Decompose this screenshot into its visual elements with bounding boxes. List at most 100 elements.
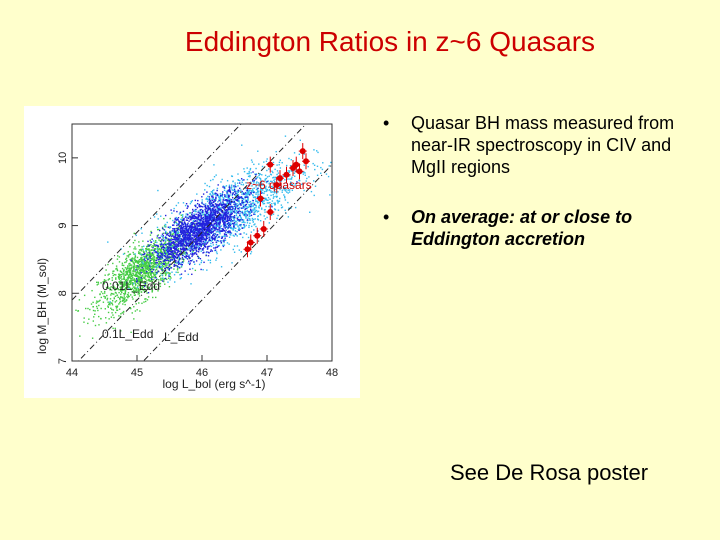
sample-point: [197, 234, 200, 236]
sample-point: [179, 231, 182, 233]
sample-point: [207, 240, 210, 243]
sample-point: [175, 238, 177, 240]
sample-point: [193, 245, 195, 247]
sample-point: [161, 227, 164, 230]
sample-point: [237, 225, 239, 228]
sample-point: [230, 226, 232, 228]
sample-point: [150, 259, 152, 262]
sample-point: [180, 226, 182, 228]
sample-point: [186, 217, 188, 219]
sample-point: [314, 185, 317, 187]
sample-point: [144, 261, 146, 264]
sample-point: [175, 219, 178, 221]
sample-point: [127, 266, 129, 268]
sample-point: [229, 200, 232, 203]
sample-point: [120, 287, 123, 289]
sample-point: [224, 213, 226, 215]
sample-point: [216, 252, 218, 255]
sample-point: [221, 205, 224, 207]
sample-point: [276, 217, 278, 220]
sample-point: [210, 245, 213, 248]
sample-point: [170, 244, 172, 246]
sample-point: [123, 270, 125, 273]
sample-point: [148, 276, 150, 279]
sample-point: [89, 308, 91, 311]
sample-point: [209, 231, 212, 234]
sample-point: [246, 222, 249, 224]
sample-point: [236, 205, 238, 207]
sample-point: [190, 231, 193, 233]
sample-point: [209, 259, 212, 262]
sample-point: [172, 219, 174, 222]
sample-point: [169, 260, 171, 262]
sample-point: [121, 312, 124, 314]
sample-point: [192, 242, 194, 245]
sample-point: [195, 260, 198, 262]
sample-point: [129, 288, 132, 290]
sample-point: [126, 259, 128, 262]
sample-point: [212, 209, 214, 212]
sample-point: [200, 233, 203, 235]
sample-point: [151, 258, 154, 261]
sample-point: [172, 252, 174, 255]
sample-point: [152, 276, 154, 278]
sample-point: [173, 274, 176, 276]
sample-point: [169, 226, 171, 228]
sample-point: [234, 195, 237, 197]
sample-point: [191, 255, 193, 258]
sample-point: [157, 256, 159, 258]
sample-point: [144, 284, 146, 287]
sample-point: [193, 229, 195, 231]
sample-point: [281, 191, 283, 193]
sample-point: [226, 215, 228, 217]
sample-point: [221, 236, 224, 238]
sample-point: [177, 267, 179, 270]
sample-point: [166, 249, 168, 252]
sample-point: [281, 206, 284, 208]
sample-point: [111, 312, 113, 314]
sample-point: [252, 202, 255, 204]
sample-point: [281, 162, 283, 164]
sample-point: [177, 249, 179, 252]
sample-point: [226, 219, 229, 221]
sample-point: [285, 164, 288, 167]
sample-point: [181, 264, 183, 266]
sample-point: [122, 281, 124, 283]
sample-point: [139, 269, 141, 272]
sample-point: [201, 243, 204, 246]
sample-point: [190, 245, 192, 247]
sample-point: [147, 254, 150, 256]
sample-point: [222, 244, 224, 247]
sample-point: [126, 277, 129, 279]
sample-point: [180, 238, 182, 240]
sample-point: [175, 260, 177, 262]
sample-point: [196, 223, 198, 225]
sample-point: [214, 212, 217, 214]
sample-point: [157, 245, 160, 248]
sample-point: [132, 270, 134, 272]
sample-point: [108, 278, 111, 280]
sample-point: [139, 274, 142, 276]
sample-point: [167, 250, 170, 252]
sample-point: [174, 241, 177, 243]
sample-point: [170, 240, 172, 243]
sample-point: [304, 174, 307, 176]
sample-point: [122, 284, 124, 286]
sample-point: [165, 231, 167, 234]
sample-point: [154, 271, 156, 273]
quasar-point: [247, 239, 254, 246]
sample-point: [239, 216, 242, 218]
sample-point: [213, 235, 216, 237]
sample-point: [272, 213, 275, 215]
sample-point: [134, 286, 136, 288]
sample-point: [227, 212, 230, 214]
sample-point: [147, 261, 150, 264]
sample-point: [173, 237, 176, 239]
sample-point: [285, 188, 287, 191]
sample-point: [256, 181, 258, 183]
sample-point: [174, 243, 176, 246]
sample-point: [186, 235, 189, 237]
sample-point: [164, 250, 166, 253]
sample-point: [189, 249, 191, 251]
sample-point: [118, 261, 121, 263]
